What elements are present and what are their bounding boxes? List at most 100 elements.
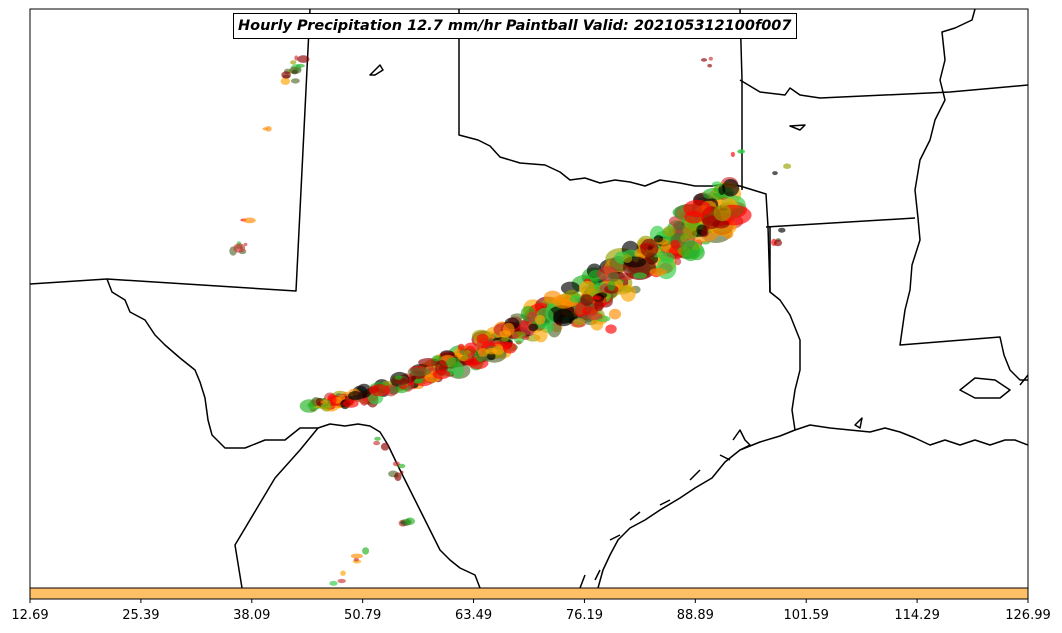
precip-blob [464, 358, 480, 367]
precip-blob [407, 367, 431, 377]
precip-blob [605, 324, 617, 334]
precip-blob [353, 557, 359, 562]
precip-blob [707, 63, 712, 68]
precip-blob [281, 71, 291, 79]
precip-blob [681, 240, 700, 262]
precip-blob [778, 227, 786, 233]
precip-blob [392, 461, 400, 467]
precip-blob [512, 333, 519, 340]
precip-blob [315, 397, 324, 406]
precip-blob [337, 578, 346, 584]
precip-blob [338, 394, 346, 401]
lake-outline [369, 64, 863, 429]
colorbar-tick-label: 38.09 [233, 608, 270, 623]
precip-blob [738, 149, 744, 154]
gulf-coast [579, 429, 751, 588]
map-title: Hourly Precipitation 12.7 mm/hr Paintbal… [233, 13, 797, 39]
precip-blob [640, 238, 659, 258]
precip-blob [389, 385, 399, 394]
precip-blob [502, 342, 517, 354]
precip-blob [321, 402, 332, 412]
precip-blob [730, 151, 736, 158]
precip-blob [708, 56, 713, 61]
precip-blob [350, 553, 363, 559]
precip-blob [342, 399, 359, 408]
precip-blob [521, 335, 530, 340]
precip-blob [446, 357, 461, 369]
precip-blob [649, 268, 667, 276]
precip-blob [432, 355, 442, 362]
precip-blob [289, 66, 302, 74]
precip-blob [622, 254, 633, 263]
texas-border [106, 9, 801, 588]
precip-blob [534, 327, 548, 343]
precip-blob [713, 204, 732, 222]
louisiana-coast [794, 374, 1028, 446]
precip-blob [404, 517, 415, 525]
precip-blob [476, 333, 489, 344]
precip-blob [633, 272, 647, 279]
precip-blob [499, 330, 512, 338]
precip-blob [663, 225, 676, 237]
precip-blob [700, 58, 708, 62]
precip-blob [243, 242, 248, 246]
colorbar-tick-label: 76.19 [566, 608, 603, 623]
precip-blob [653, 235, 664, 243]
precip-blob [362, 547, 370, 555]
precip-blob [607, 272, 620, 282]
precip-blob [680, 234, 687, 243]
colorbar [29, 587, 1029, 600]
precip-blob [580, 294, 593, 307]
arkansas-border [739, 79, 1028, 292]
precip-blob [701, 229, 709, 237]
precip-blob [607, 280, 616, 292]
precip-blob [620, 284, 636, 302]
precip-blob [295, 63, 305, 68]
precip-blob [329, 580, 338, 586]
precip-blob [684, 211, 704, 224]
mexico-border [30, 278, 481, 588]
precip-blob [291, 78, 300, 84]
precip-blob [674, 258, 682, 266]
precip-blob [574, 302, 587, 318]
colorbar-tick-label: 63.49 [455, 608, 492, 623]
precip-blob [783, 163, 792, 169]
precip-blob [713, 189, 719, 192]
precip-blob [374, 436, 381, 441]
precip-blob [233, 243, 246, 253]
precip-blob [400, 470, 404, 475]
precip-blob [297, 55, 310, 63]
precip-blob [534, 314, 546, 325]
precip-blob [594, 299, 604, 312]
precip-blob [773, 239, 783, 247]
precip-blob [454, 352, 462, 358]
precip-blob [659, 252, 675, 264]
precip-blob [467, 352, 475, 360]
precip-blob [394, 472, 402, 481]
colorbar-tick-label: 101.59 [783, 608, 829, 623]
precip-blob [673, 220, 685, 231]
precip-blob [722, 179, 740, 197]
mississippi-river [899, 9, 1028, 381]
precip-blob [485, 347, 498, 355]
precip-blob [380, 442, 390, 451]
colorbar-tick-label: 88.89 [677, 608, 714, 623]
precip-blob [290, 60, 297, 65]
colorbar-tick-label: 12.69 [11, 608, 48, 623]
precip-blob [373, 440, 380, 446]
precip-blob [712, 219, 730, 229]
precip-blob [591, 295, 602, 301]
precip-blob [432, 369, 451, 380]
precip-blob [670, 239, 680, 250]
precip-blob [348, 391, 364, 401]
precip-blob [457, 343, 465, 351]
precip-blob [528, 323, 539, 332]
colorbar-tick-label: 25.39 [122, 608, 159, 623]
precip-blob [569, 295, 581, 303]
precip-blob [608, 308, 622, 320]
colorbar-tick-label: 50.79 [344, 608, 381, 623]
precip-blob [280, 77, 291, 85]
colorbar-tick-label: 126.99 [1005, 608, 1051, 623]
precip-blob [265, 126, 272, 132]
